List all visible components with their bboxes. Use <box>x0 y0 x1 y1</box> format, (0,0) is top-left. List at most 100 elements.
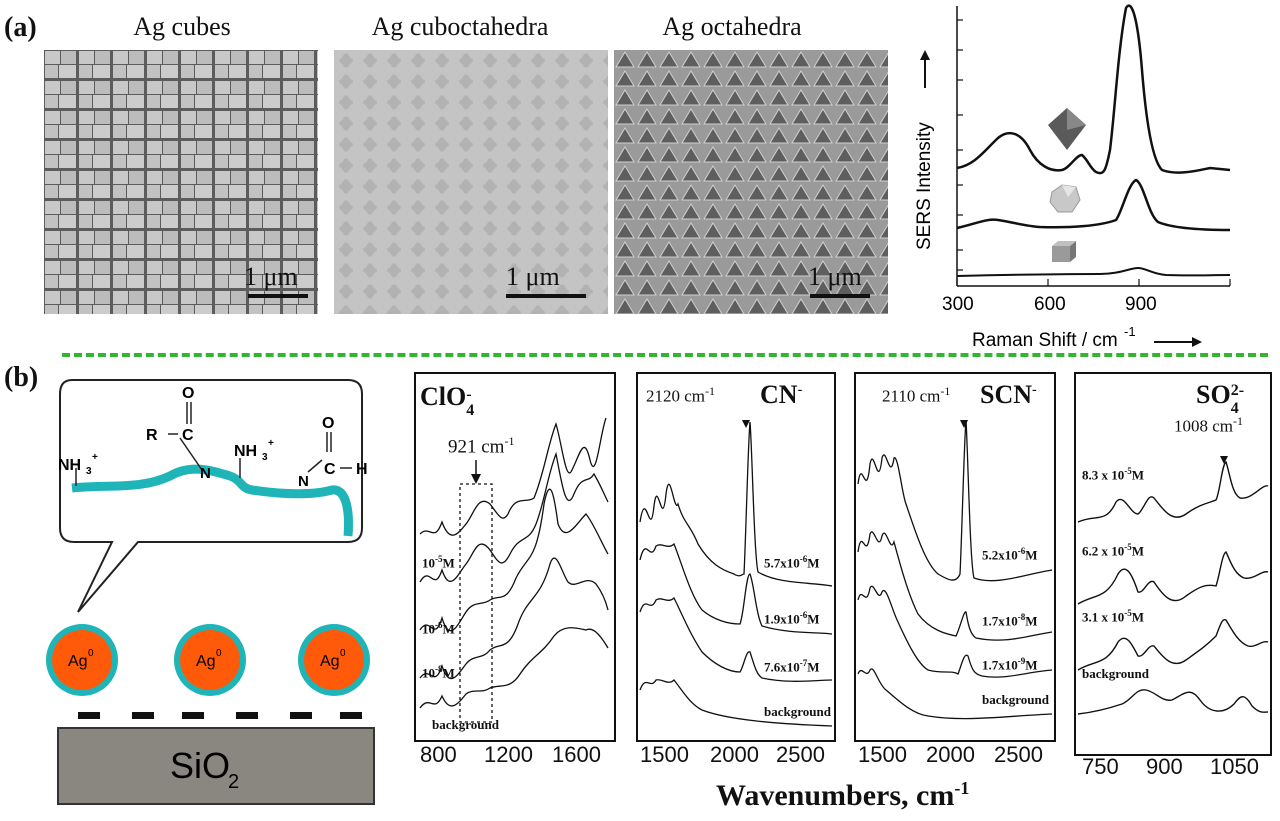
scn-peak-marker-icon <box>960 420 968 428</box>
r-group-label: R <box>146 427 158 444</box>
sem-cubes-texture <box>44 50 318 314</box>
background-scn: background <box>982 692 1049 707</box>
raman-xtick-600: 600 <box>1034 294 1066 315</box>
sem-title-cubes: Ag cubes <box>133 12 231 41</box>
conc-scn-1: 5.2x10-6M <box>982 546 1038 563</box>
ion-title-scn: SCN- <box>980 380 1037 409</box>
cn-xtick-1500: 1500 <box>640 742 689 767</box>
background-so4: background <box>1082 666 1149 681</box>
negative-charges <box>78 712 362 719</box>
sem-cubocta-texture <box>334 50 608 314</box>
sem-image-octahedra: 1 μm <box>614 50 888 314</box>
peak-label-clo4: 921 cm-1 <box>448 434 515 458</box>
peak-label-scn: 2110 cm-1 <box>882 384 951 406</box>
cn-peak-marker-icon <box>742 420 750 428</box>
scale-label-octa: 1 μm <box>808 262 862 291</box>
conc-so4-1: 8.3 x 10-5M <box>1082 466 1145 483</box>
raman-line-octahedra <box>956 4 1231 175</box>
scale-bar-octa <box>810 294 870 298</box>
sem-image-cuboctahedra: 1 μm <box>334 50 608 314</box>
spectrum-cn: 2120 cm-1 CN- 5.7x10-6M 1.9x10-6M 7.6x10… <box>636 372 836 742</box>
spectrum-scn-plot <box>857 419 1053 720</box>
sem-title-cuboctahedra: Ag cuboctahedra <box>371 12 549 41</box>
conc-clo4-3: 10-8M <box>422 664 455 681</box>
spectrum-scn: 2110 cm-1 SCN- 5.2x10-6M 1.7x10-8M 1.7x1… <box>854 372 1056 742</box>
ag-nanoparticle-2: Ag 0 <box>174 624 246 696</box>
ion-title-so4: SO 2- 4 <box>1196 380 1245 417</box>
conc-scn-2: 1.7x10-8M <box>982 612 1038 629</box>
particle-sup-2: 0 <box>216 648 222 659</box>
peak-arrow-icon <box>471 474 481 484</box>
particle-label-3: Ag <box>320 653 340 670</box>
spectrum-so4: SO 2- 4 1008 cm-1 8.3 x 10-5M 6.2 x 10-5M … <box>1074 372 1272 756</box>
scale-label-cubes: 1 μm <box>244 262 298 291</box>
peak-label-so4: 1008 cm-1 <box>1174 414 1244 436</box>
raman-x-label: Raman Shift / cm <box>972 330 1118 350</box>
raman-line-cuboctahedra <box>956 178 1231 232</box>
nh3-right-sub: 3 <box>262 452 268 463</box>
panel-a-label: (a) <box>4 12 37 43</box>
hydrogen-label: H <box>356 461 368 478</box>
clo4-xtick-1200: 1200 <box>484 742 533 767</box>
cn-xtick-2500: 2500 <box>776 742 825 767</box>
ag-nanoparticle-3: Ag 0 <box>298 624 370 696</box>
conc-cn-3: 7.6x10-7M <box>764 658 820 675</box>
nitrogen-left-label: N <box>200 465 211 482</box>
conc-cn-2: 1.9x10-6M <box>764 610 820 627</box>
spectrum-clo4-plot <box>419 417 609 723</box>
sio2-substrate <box>57 727 375 805</box>
so4-xtick-900: 900 <box>1146 754 1183 779</box>
scale-label-cubocta: 1 μm <box>506 262 560 291</box>
oxygen-right-label: O <box>322 415 334 432</box>
cuboctahedron-icon <box>1049 184 1081 213</box>
scn-xtick-2000: 2000 <box>926 742 975 767</box>
speech-bubble <box>59 379 363 613</box>
raman-y-label: SERS Intensity <box>914 122 935 250</box>
raman-xtick-900: 900 <box>1125 294 1157 315</box>
raman-line-cubes <box>956 266 1231 277</box>
substrate-sub: 2 <box>228 771 239 793</box>
substrate-label: SiO <box>170 745 230 786</box>
particle-sup-3: 0 <box>340 648 346 659</box>
sem-octa-texture <box>614 50 888 314</box>
clo4-xtick-800: 800 <box>420 742 457 767</box>
background-cn: background <box>764 704 831 719</box>
spectrum-cn-plot <box>639 420 833 727</box>
conc-clo4-2: 10-6M <box>422 620 455 637</box>
peak-label-cn: 2120 cm-1 <box>646 384 716 406</box>
carbon-right-label: C <box>324 461 336 478</box>
conc-scn-3: 1.7x10-9M <box>982 656 1038 673</box>
oxygen-left-label: O <box>182 385 194 402</box>
panel-divider <box>62 353 1268 357</box>
particle-label-1: Ag <box>68 653 88 670</box>
sem-image-cubes: 1 μm <box>44 50 318 314</box>
carbon-left-label: C <box>182 427 194 444</box>
ion-title-cn: CN- <box>760 380 803 409</box>
particle-sup-1: 0 <box>88 648 94 659</box>
scale-bar-cubes <box>248 294 308 298</box>
nh3-left-label: NH <box>58 457 81 474</box>
so4-xtick-1050: 1050 <box>1210 754 1259 779</box>
spectrum-so4-plot <box>1077 456 1269 715</box>
wavenumbers-x-label: Wavenumbers, cm-1 <box>716 778 970 812</box>
so4-xtick-750: 750 <box>1082 754 1119 779</box>
cube-icon <box>1052 241 1076 262</box>
panel-b-label: (b) <box>4 362 39 393</box>
y-arrow-icon <box>920 50 930 88</box>
so4-peak-marker-icon <box>1220 456 1228 464</box>
particle-label-2: Ag <box>196 653 216 670</box>
nh3-left-sub: 3 <box>86 466 92 477</box>
sem-title-octahedra: Ag octahedra <box>662 12 802 41</box>
raman-xtick-300: 300 <box>942 294 974 315</box>
polymer-chain <box>71 464 353 537</box>
spectrum-clo4: ClO -4 921 cm-1 10-5M 10-6M 10-8M backgro… <box>414 372 616 742</box>
x-arrow-icon <box>1154 337 1202 347</box>
nitrogen-right-label: N <box>298 473 309 490</box>
clo4-xtick-1600: 1600 <box>552 742 601 767</box>
polymer-schematic: NH 3 + R C O N NH 3 + N C O H Ag 0 Ag 0 … <box>46 379 375 805</box>
scale-bar-cubocta <box>506 294 586 298</box>
cn-xtick-2000: 2000 <box>710 742 759 767</box>
conc-so4-2: 6.2 x 10-5M <box>1082 542 1145 559</box>
octahedron-icon <box>1048 108 1086 150</box>
ion-title-clo4: ClO -4 <box>420 382 475 419</box>
